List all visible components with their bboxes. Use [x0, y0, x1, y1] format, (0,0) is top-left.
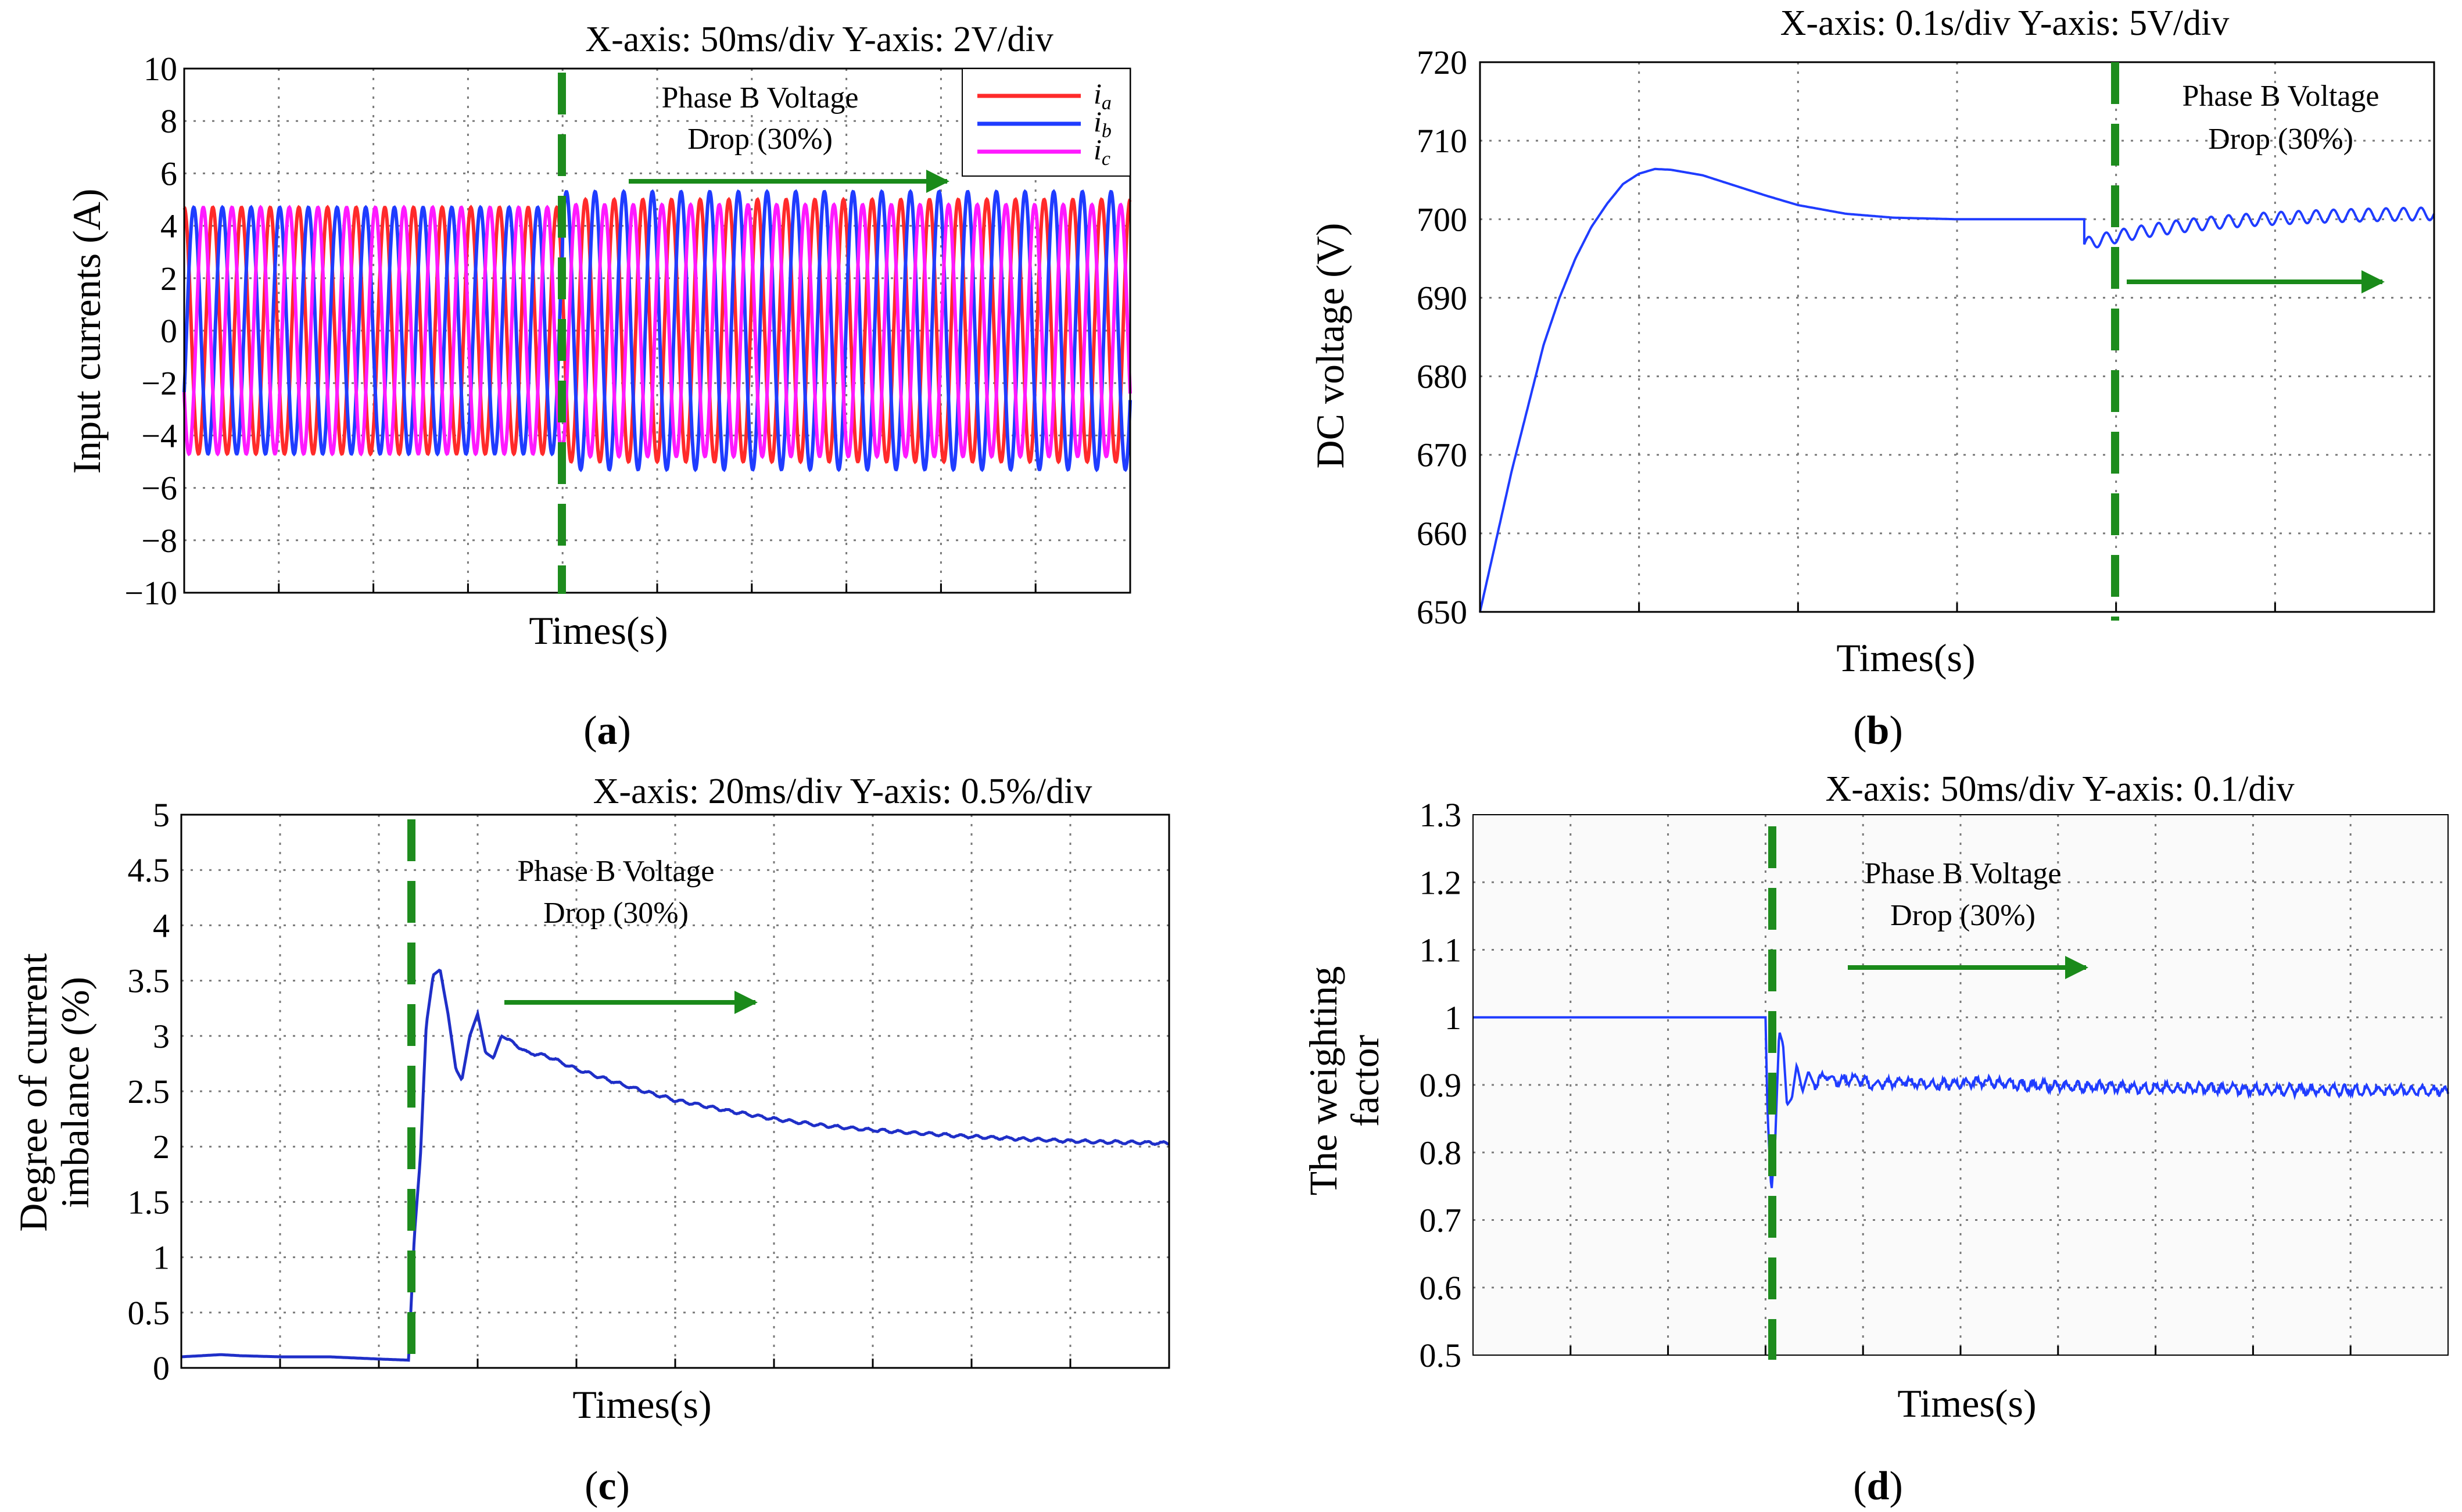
panel-b-y-tick-label: 680	[1417, 358, 1467, 396]
panel-d-curves	[1473, 1016, 2449, 1188]
panel-c-y-tick-label: 1	[153, 1239, 170, 1277]
panel-b-x-axis-label: Times(s)	[1836, 636, 1975, 680]
panel-b-y-tick-label: 670	[1417, 436, 1467, 474]
panel-b-scale: X-axis: 0.1s/div Y-axis: 5V/div	[1780, 3, 2230, 43]
panel-d-annotation-line2: Drop (30%)	[1890, 899, 2035, 932]
panel-c-y-tick-label: 0	[153, 1349, 170, 1387]
panel-d-frame	[1472, 814, 2449, 1356]
legend-ib-label: ib	[1094, 105, 1112, 142]
panel-c-annotation-line2: Drop (30%)	[543, 897, 689, 930]
panel-a-y-tick-labels: 10 8 6 4 2 0 −2 −4 −6 −8 −10	[124, 50, 177, 612]
legend-ic-label: ic	[1094, 133, 1110, 170]
panel-a-annotation-line1: Phase B Voltage	[662, 81, 859, 114]
panel-c: X-axis: 20ms/div Y-axis: 0.5%/div 5 4.5 4 3…	[11, 772, 1170, 1509]
series-ia-line	[182, 196, 1132, 465]
panel-a-x-axis-label: Times(s)	[529, 608, 668, 653]
panel-c-y-tick-label: 2.5	[128, 1073, 170, 1110]
panel-a-frame	[183, 67, 1131, 594]
panel-b-y-tick-labels: 720 710 700 690 680 670 660 650	[1417, 44, 1467, 631]
panel-d-y-tick-label: 1.2	[1420, 864, 1462, 901]
panel-c-scale: X-axis: 20ms/div Y-axis: 0.5%/div	[593, 772, 1092, 811]
panel-c-y-tick-label: 3.5	[128, 962, 170, 1000]
panel-d-y-tick-label: 0.5	[1420, 1337, 1462, 1374]
panel-b-caption: (b)	[1853, 708, 1903, 753]
panel-b-annotation-line2: Drop (30%)	[2208, 123, 2353, 156]
panel-b-grid	[1480, 62, 2434, 612]
panel-d-y-tick-label: 1	[1445, 999, 1461, 1037]
panel-a-y-tick-label: −2	[141, 364, 177, 402]
panel-a-y-tick-label: 8	[160, 102, 177, 140]
panel-b-y-tick-label: 660	[1417, 515, 1467, 553]
panel-b-y-tick-label: 720	[1417, 44, 1467, 81]
panel-a-curves	[182, 189, 1132, 472]
panel-a: X-axis: 50ms/div Y-axis: 2V/div 10 8 6 4 2 0 −…	[64, 20, 1132, 753]
panel-c-y-tick-label: 0.5	[128, 1294, 170, 1332]
panel-a-caption: (a)	[583, 708, 631, 753]
panel-d-y-tick-label: 1.3	[1420, 796, 1462, 834]
series-vdc-line	[1479, 167, 2435, 612]
series-imbalance-line	[181, 968, 1170, 1362]
panel-c-annotation-line1: Phase B Voltage	[518, 855, 715, 888]
panel-a-y-tick-label: 2	[160, 260, 177, 298]
panel-a-y-tick-label: −8	[141, 522, 177, 560]
panel-d-annotation-line1: Phase B Voltage	[1865, 857, 2062, 890]
panel-a-y-tick-label: −4	[141, 417, 177, 454]
panel-c-y-axis-label-line2: imbalance (%)	[53, 977, 97, 1208]
panel-c-y-tick-label: 1.5	[128, 1183, 170, 1221]
panel-b-y-tick-label: 690	[1417, 279, 1467, 317]
panel-b: X-axis: 0.1s/div Y-axis: 5V/div 720 710 70…	[1308, 3, 2435, 753]
series-weighting-line	[1473, 1016, 2449, 1188]
panel-c-y-tick-label: 5	[153, 796, 170, 834]
panel-a-y-tick-label: 10	[144, 50, 177, 88]
panel-d: X-axis: 50ms/div Y-axis: 0.1/div 1.31.21…	[1301, 769, 2449, 1509]
panel-d-y-tick-label: 0.9	[1420, 1066, 1462, 1104]
panel-a-scale: X-axis: 50ms/div Y-axis: 2V/div	[585, 20, 1053, 59]
panel-c-y-tick-label: 3	[153, 1017, 170, 1055]
panel-d-y-tick-label: 0.6	[1420, 1269, 1462, 1307]
panel-a-y-tick-label: −10	[124, 574, 177, 612]
panel-b-y-tick-label: 710	[1417, 122, 1467, 160]
panel-d-y-tick-label: 1.1	[1420, 931, 1462, 969]
panel-c-grid	[181, 815, 1169, 1368]
panel-c-x-axis-label: Times(s)	[572, 1382, 711, 1427]
panel-c-y-tick-label: 4.5	[128, 851, 170, 889]
panel-a-y-tick-label: 4	[160, 207, 177, 245]
panel-b-plot-area	[1480, 62, 2434, 612]
panel-c-frame	[180, 814, 1170, 1369]
panel-c-caption: (c)	[585, 1464, 630, 1509]
panel-b-annotation-line1: Phase B Voltage	[2183, 80, 2379, 113]
series-ic-line	[182, 202, 1132, 461]
panel-b-y-tick-label: 700	[1417, 200, 1467, 238]
panel-a-annotation-line2: Drop (30%)	[687, 123, 833, 156]
panel-a-y-tick-label: 6	[160, 155, 177, 192]
panel-d-y-tick-label: 0.8	[1420, 1134, 1462, 1171]
panel-d-y-tick-labels: 1.3 1.2 1.1 1 0.9 0.8 0.7 0.6 0.5	[1420, 796, 1462, 1374]
panel-d-y-axis-label-line2: factor	[1343, 1034, 1387, 1127]
panel-d-scale: X-axis: 50ms/div Y-axis: 0.1/div	[1825, 769, 2294, 809]
panel-c-y-tick-labels: 5 4.5 4 3.5 3 2.5 2 1.5 1 0.5 0	[128, 796, 170, 1387]
panel-c-y-axis-label-line1: Degree of current	[11, 953, 55, 1232]
panel-a-y-tick-label: 0	[160, 312, 177, 350]
panel-d-y-axis-label-line1: The weighting	[1301, 966, 1345, 1196]
panel-b-y-tick-label: 650	[1417, 593, 1467, 631]
panel-a-legend: ia ib ic	[962, 68, 1131, 177]
legend-ia-label: ia	[1094, 77, 1112, 114]
panel-a-y-axis-label: Input currents (A)	[64, 189, 109, 474]
panel-b-curves	[1479, 167, 2435, 612]
panel-a-y-tick-label: −6	[141, 470, 177, 507]
panel-c-y-tick-label: 2	[153, 1128, 170, 1166]
panel-c-y-tick-label: 4	[153, 907, 170, 944]
panel-b-frame	[1479, 61, 2435, 613]
panel-c-curves	[181, 968, 1170, 1362]
panel-d-y-tick-label: 0.7	[1420, 1202, 1462, 1239]
panel-d-x-axis-label: Times(s)	[1897, 1381, 2036, 1425]
panel-d-caption: (d)	[1853, 1464, 1903, 1509]
panel-b-y-axis-label: DC voltage (V)	[1308, 223, 1352, 468]
